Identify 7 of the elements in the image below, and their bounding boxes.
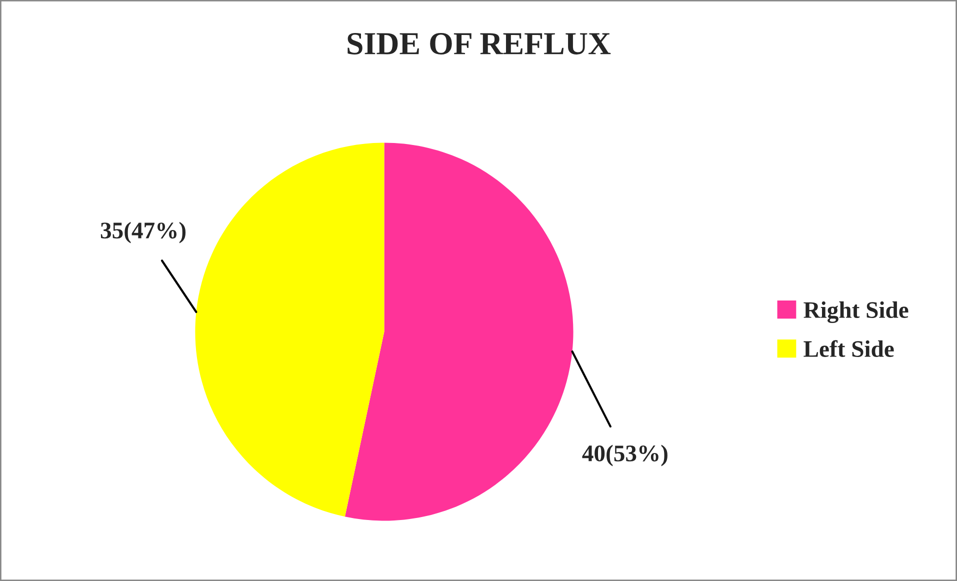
data-label: 35(47%) [100, 222, 186, 244]
legend-label: Right Side [804, 301, 908, 323]
legend-label: Left Side [804, 340, 894, 357]
pie-slice [344, 142, 574, 521]
data-label: 40(53%) [582, 444, 668, 466]
pie-slice [195, 142, 384, 517]
chart-title: SIDE OF REFLUX [348, 33, 611, 54]
